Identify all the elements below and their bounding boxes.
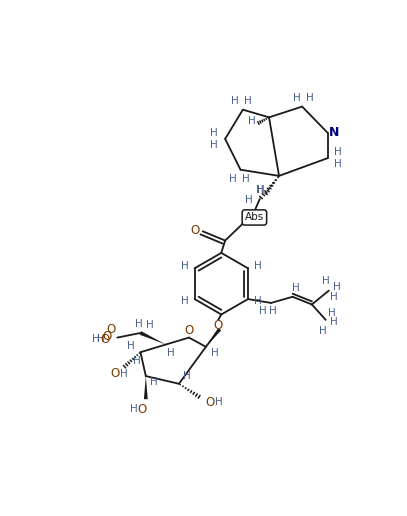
- Text: H: H: [231, 96, 239, 106]
- Text: H: H: [133, 357, 141, 366]
- Text: O: O: [102, 330, 111, 343]
- Text: H: H: [334, 158, 341, 169]
- Text: H: H: [211, 348, 219, 358]
- Text: H: H: [269, 307, 276, 316]
- Text: H: H: [210, 128, 217, 138]
- Text: N: N: [329, 126, 340, 139]
- Text: H: H: [181, 296, 188, 307]
- Text: O: O: [184, 324, 194, 337]
- Text: H: H: [258, 185, 265, 195]
- Text: H: H: [328, 308, 336, 318]
- Text: H: H: [166, 348, 174, 358]
- Text: H: H: [330, 292, 338, 302]
- Text: H: H: [245, 195, 253, 205]
- Text: O: O: [137, 402, 147, 416]
- Text: H: H: [210, 140, 217, 150]
- Text: H: H: [150, 377, 158, 387]
- Text: H: H: [215, 397, 223, 407]
- Polygon shape: [140, 331, 166, 345]
- Text: H: H: [293, 93, 301, 103]
- Text: H: H: [120, 369, 127, 379]
- Text: H: H: [135, 319, 143, 329]
- Text: H: H: [181, 261, 188, 271]
- Text: O: O: [205, 396, 214, 409]
- Text: H: H: [248, 116, 256, 126]
- Text: H: H: [242, 174, 250, 184]
- Text: H: H: [330, 317, 337, 327]
- Text: H: H: [146, 320, 153, 330]
- Text: O: O: [101, 333, 109, 346]
- Text: O: O: [190, 224, 200, 237]
- Text: H: H: [254, 261, 262, 271]
- Text: H: H: [130, 404, 138, 414]
- Polygon shape: [144, 376, 148, 399]
- Text: H: H: [319, 326, 326, 335]
- Text: H: H: [334, 147, 341, 157]
- Text: H: H: [92, 334, 100, 344]
- Text: O: O: [107, 324, 116, 336]
- Text: H: H: [254, 296, 262, 307]
- Text: H: H: [256, 185, 264, 195]
- Text: H: H: [333, 282, 340, 292]
- Text: H: H: [127, 341, 135, 351]
- Text: H: H: [322, 276, 330, 285]
- Text: H: H: [229, 174, 237, 184]
- Polygon shape: [206, 328, 221, 347]
- Text: Abs: Abs: [245, 213, 264, 222]
- Text: H: H: [96, 334, 104, 344]
- Text: H: H: [260, 307, 267, 316]
- Text: O: O: [110, 367, 120, 380]
- Text: H: H: [292, 283, 300, 293]
- Text: H: H: [244, 96, 252, 106]
- Text: H: H: [306, 93, 314, 103]
- Text: H: H: [183, 371, 190, 381]
- Text: O: O: [214, 319, 223, 332]
